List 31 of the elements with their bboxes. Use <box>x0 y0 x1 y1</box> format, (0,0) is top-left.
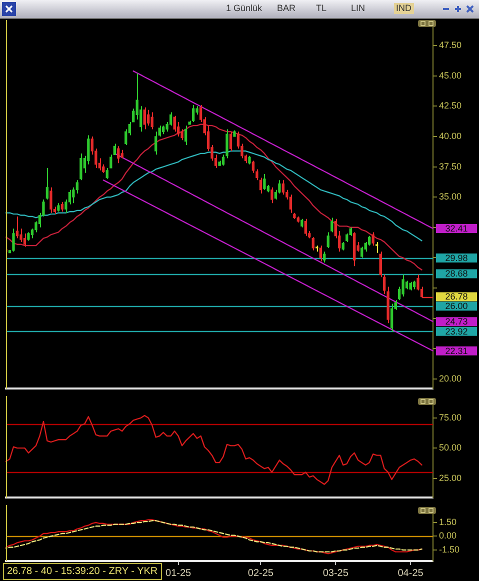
ref-line-label: 23.92 <box>445 326 468 336</box>
text: TL <box>316 3 327 14</box>
ref-line-label: 28.68 <box>445 268 468 279</box>
y-tick-label: 1.50 <box>439 516 457 527</box>
text: BAR <box>277 3 296 14</box>
text: 26.78 <box>445 292 468 302</box>
y-tick-label: 20.00 <box>439 373 462 384</box>
x-tick-label: 01-25 <box>166 568 192 579</box>
y-tick-label: 47.50 <box>439 40 462 50</box>
text: 26.78 - 40 - 15:39:20 - ZRY - YKR <box>3 563 162 580</box>
y-tick-label: 50.00 <box>439 442 462 453</box>
y-tick-label: 45.00 <box>439 70 462 80</box>
x-tick-label: 03-25 <box>322 568 349 579</box>
y-tick-label: 35.00 <box>439 192 462 202</box>
text: LIN <box>351 3 366 14</box>
ref-line-label: 29.98 <box>445 252 468 263</box>
data-label: 22.31 <box>445 346 468 356</box>
y-tick-label: 37.50 <box>439 161 462 172</box>
text: 1 Günlük <box>226 3 262 14</box>
x-tick-label: 04-25 <box>398 568 424 579</box>
x-tick-label: 02-25 <box>248 568 274 579</box>
y-tick-label: -1.50 <box>439 544 460 554</box>
y-tick-label: 42.50 <box>439 100 462 111</box>
y-tick-label: 0.00 <box>439 530 457 541</box>
text: IND <box>394 3 414 14</box>
y-tick-label: 75.00 <box>439 412 462 422</box>
y-tick-label: 40.00 <box>439 130 462 141</box>
y-tick-label: 25.00 <box>439 472 462 483</box>
data-label: 24.73 <box>445 316 468 327</box>
ref-line-label: 26.00 <box>445 301 468 312</box>
data-label: 32.41 <box>445 223 468 234</box>
